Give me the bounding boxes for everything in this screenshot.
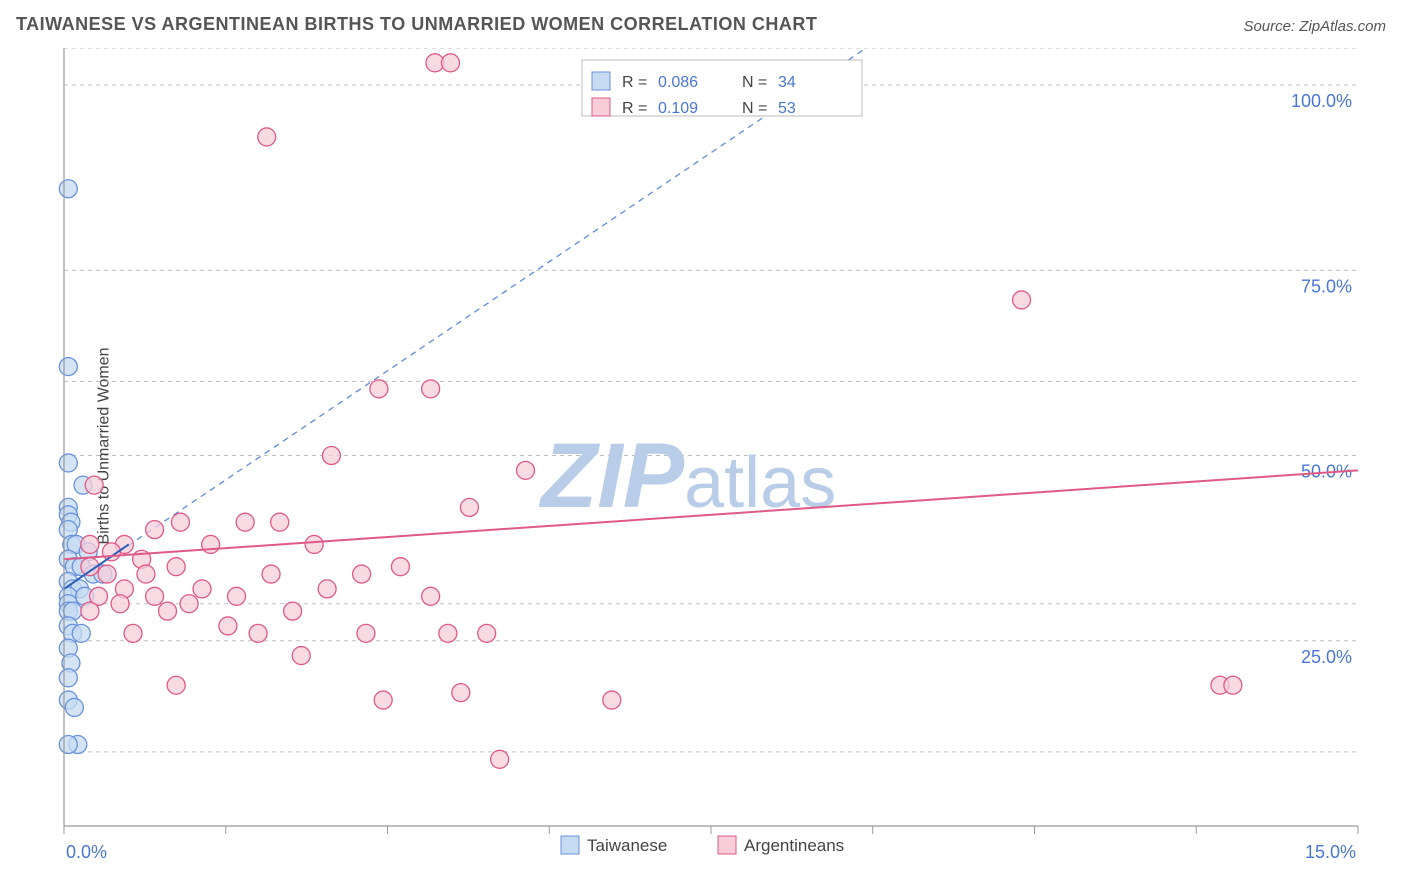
scatter-point-series-1 <box>193 580 211 598</box>
x-tick-label: 0.0% <box>66 842 107 862</box>
scatter-point-series-0 <box>72 624 90 642</box>
series-legend-label: Taiwanese <box>587 836 667 855</box>
scatter-point-series-1 <box>167 558 185 576</box>
scatter-point-series-0 <box>59 735 77 753</box>
scatter-point-series-1 <box>491 750 509 768</box>
series-legend-swatch <box>718 836 736 854</box>
scatter-point-series-1 <box>85 476 103 494</box>
scatter-point-series-1 <box>478 624 496 642</box>
scatter-point-series-1 <box>159 602 177 620</box>
scatter-point-series-1 <box>1013 291 1031 309</box>
scatter-point-series-0 <box>59 358 77 376</box>
scatter-point-series-0 <box>59 180 77 198</box>
scatter-point-series-1 <box>236 513 254 531</box>
scatter-point-series-1 <box>98 565 116 583</box>
scatter-point-series-1 <box>271 513 289 531</box>
scatter-chart-svg: 25.0%50.0%75.0%100.0%ZIPatlas0.0%15.0%R … <box>42 48 1382 868</box>
scatter-point-series-1 <box>318 580 336 598</box>
scatter-point-series-1 <box>305 535 323 553</box>
scatter-point-series-1 <box>603 691 621 709</box>
y-tick-label: 25.0% <box>1301 647 1352 667</box>
legend-r-value: 0.086 <box>658 74 698 91</box>
scatter-point-series-1 <box>441 54 459 72</box>
scatter-point-series-1 <box>284 602 302 620</box>
scatter-point-series-1 <box>370 380 388 398</box>
chart-plot-wrap: 25.0%50.0%75.0%100.0%ZIPatlas0.0%15.0%R … <box>42 48 1382 892</box>
scatter-point-series-1 <box>1224 676 1242 694</box>
legend-n-value: 53 <box>778 100 796 117</box>
legend-r-value: 0.109 <box>658 100 698 117</box>
chart-title: TAIWANESE VS ARGENTINEAN BIRTHS TO UNMAR… <box>16 14 817 35</box>
series-legend-label: Argentineans <box>744 836 844 855</box>
scatter-point-series-1 <box>517 461 535 479</box>
scatter-point-series-1 <box>422 587 440 605</box>
scatter-point-series-0 <box>65 698 83 716</box>
scatter-point-series-1 <box>124 624 142 642</box>
scatter-point-series-1 <box>460 498 478 516</box>
scatter-point-series-1 <box>81 535 99 553</box>
scatter-point-series-1 <box>357 624 375 642</box>
chart-container: TAIWANESE VS ARGENTINEAN BIRTHS TO UNMAR… <box>0 0 1406 892</box>
scatter-point-series-1 <box>137 565 155 583</box>
legend-r-label: R = <box>622 74 647 91</box>
y-tick-label: 100.0% <box>1291 91 1352 111</box>
scatter-point-series-1 <box>391 558 409 576</box>
scatter-point-series-1 <box>249 624 267 642</box>
y-tick-label: 75.0% <box>1301 276 1352 296</box>
legend-swatch <box>592 98 610 116</box>
watermark: ZIPatlas <box>538 425 836 527</box>
legend-r-label: R = <box>622 100 647 117</box>
scatter-point-series-0 <box>59 454 77 472</box>
legend-n-value: 34 <box>778 74 796 91</box>
scatter-point-series-1 <box>292 647 310 665</box>
scatter-point-series-1 <box>374 691 392 709</box>
scatter-point-series-1 <box>353 565 371 583</box>
scatter-point-series-1 <box>422 380 440 398</box>
legend-n-label: N = <box>742 74 767 91</box>
scatter-point-series-0 <box>59 669 77 687</box>
x-tick-label: 15.0% <box>1305 842 1356 862</box>
scatter-point-series-1 <box>452 684 470 702</box>
source-attribution: Source: ZipAtlas.com <box>1243 18 1386 35</box>
scatter-point-series-1 <box>262 565 280 583</box>
scatter-point-series-1 <box>202 535 220 553</box>
scatter-point-series-1 <box>111 595 129 613</box>
legend-n-label: N = <box>742 100 767 117</box>
scatter-point-series-1 <box>167 676 185 694</box>
scatter-point-series-1 <box>219 617 237 635</box>
scatter-point-series-1 <box>180 595 198 613</box>
scatter-point-series-1 <box>146 521 164 539</box>
scatter-point-series-1 <box>258 128 276 146</box>
scatter-point-series-1 <box>81 602 99 620</box>
scatter-point-series-1 <box>439 624 457 642</box>
scatter-point-series-1 <box>322 447 340 465</box>
series-legend-swatch <box>561 836 579 854</box>
scatter-point-series-1 <box>171 513 189 531</box>
legend-swatch <box>592 72 610 90</box>
scatter-point-series-1 <box>228 587 246 605</box>
scatter-point-series-1 <box>146 587 164 605</box>
